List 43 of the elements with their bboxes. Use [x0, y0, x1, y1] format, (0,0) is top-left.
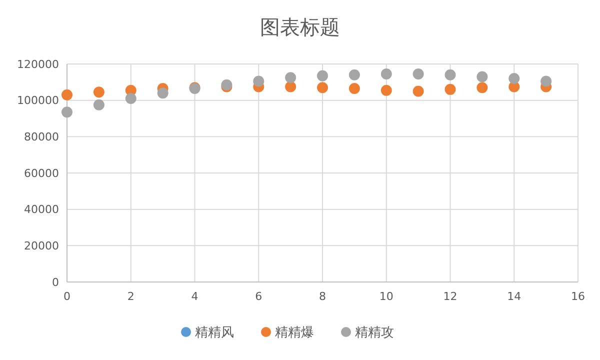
- point: [380, 68, 392, 80]
- x-tick-label: 0: [64, 290, 70, 303]
- point: [285, 72, 296, 84]
- y-tick-label: 100000: [17, 94, 59, 108]
- y-tick-label: 40000: [24, 203, 59, 216]
- y-tick-label: 60000: [24, 166, 59, 180]
- y-tick-label: 80000: [24, 130, 59, 144]
- point: [62, 89, 72, 100]
- x-tick-label: 2: [127, 290, 134, 303]
- point: [508, 73, 520, 84]
- x-tick-label: 12: [443, 290, 458, 303]
- point: [540, 76, 552, 87]
- point: [348, 69, 360, 80]
- point: [125, 93, 136, 104]
- y-tick-label: 0: [52, 276, 59, 289]
- x-tick-label: 16: [571, 290, 585, 303]
- x-tick-label: 14: [507, 290, 522, 303]
- chart-title: 图表标题: [260, 15, 340, 39]
- point: [62, 106, 72, 118]
- point: [444, 69, 456, 80]
- point: [253, 76, 264, 87]
- point: [476, 71, 488, 82]
- x-tick-label: 4: [191, 290, 198, 303]
- legend-label: 精精风: [195, 326, 234, 341]
- point: [93, 99, 104, 110]
- point: [157, 88, 168, 99]
- point: [380, 84, 392, 96]
- point: [412, 86, 424, 97]
- point: [348, 83, 360, 94]
- legend-label: 精精爆: [275, 326, 314, 341]
- point: [476, 82, 488, 94]
- point: [93, 86, 104, 98]
- point: [317, 82, 328, 94]
- point: [285, 81, 296, 92]
- y-tick-label: 120000: [17, 58, 59, 71]
- point: [412, 68, 424, 80]
- x-tick-label: 6: [255, 290, 262, 303]
- x-tick-label: 10: [379, 290, 394, 303]
- y-tick-label: 20000: [24, 240, 59, 253]
- legend-label: 精精攻: [355, 326, 394, 341]
- point: [444, 84, 456, 95]
- x-tick-label: 8: [319, 290, 326, 303]
- point: [317, 70, 328, 82]
